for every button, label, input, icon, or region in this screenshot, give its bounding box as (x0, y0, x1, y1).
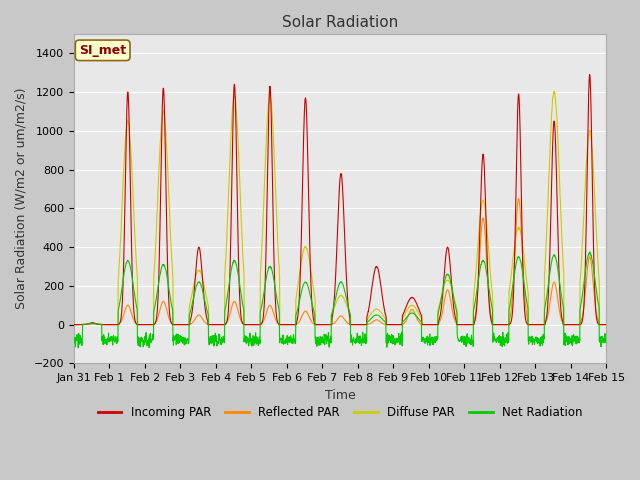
Title: Solar Radiation: Solar Radiation (282, 15, 398, 30)
Legend: Incoming PAR, Reflected PAR, Diffuse PAR, Net Radiation: Incoming PAR, Reflected PAR, Diffuse PAR… (93, 401, 588, 423)
Text: SI_met: SI_met (79, 44, 126, 57)
X-axis label: Time: Time (324, 389, 355, 402)
Y-axis label: Solar Radiation (W/m2 or um/m2/s): Solar Radiation (W/m2 or um/m2/s) (15, 88, 28, 310)
